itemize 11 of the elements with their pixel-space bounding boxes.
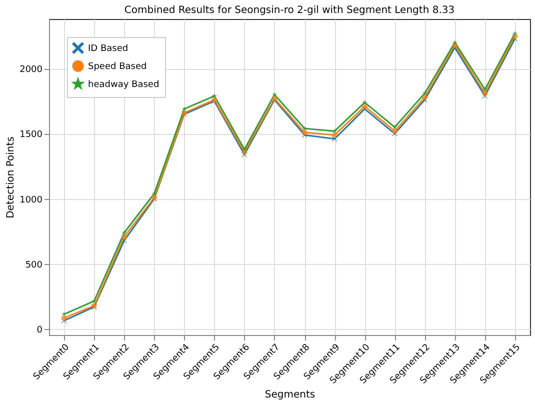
y-tick-label: 500	[25, 260, 43, 270]
y-tick-label: 2000	[20, 65, 43, 76]
y-tick-label: 0	[36, 326, 43, 336]
legend-label: headway Based	[88, 80, 160, 90]
chart-title: Combined Results for Seongsin-ro 2-gil with Segment Length 8.33	[124, 5, 455, 16]
y-axis-title: Detection Points	[6, 136, 17, 218]
legend-label: ID Based	[88, 44, 128, 54]
x-axis-title: Segments	[264, 390, 316, 401]
y-tick-label: 1000	[20, 195, 43, 206]
legend-label: Speed Based	[88, 62, 147, 72]
y-tick-label: 1500	[20, 130, 43, 140]
